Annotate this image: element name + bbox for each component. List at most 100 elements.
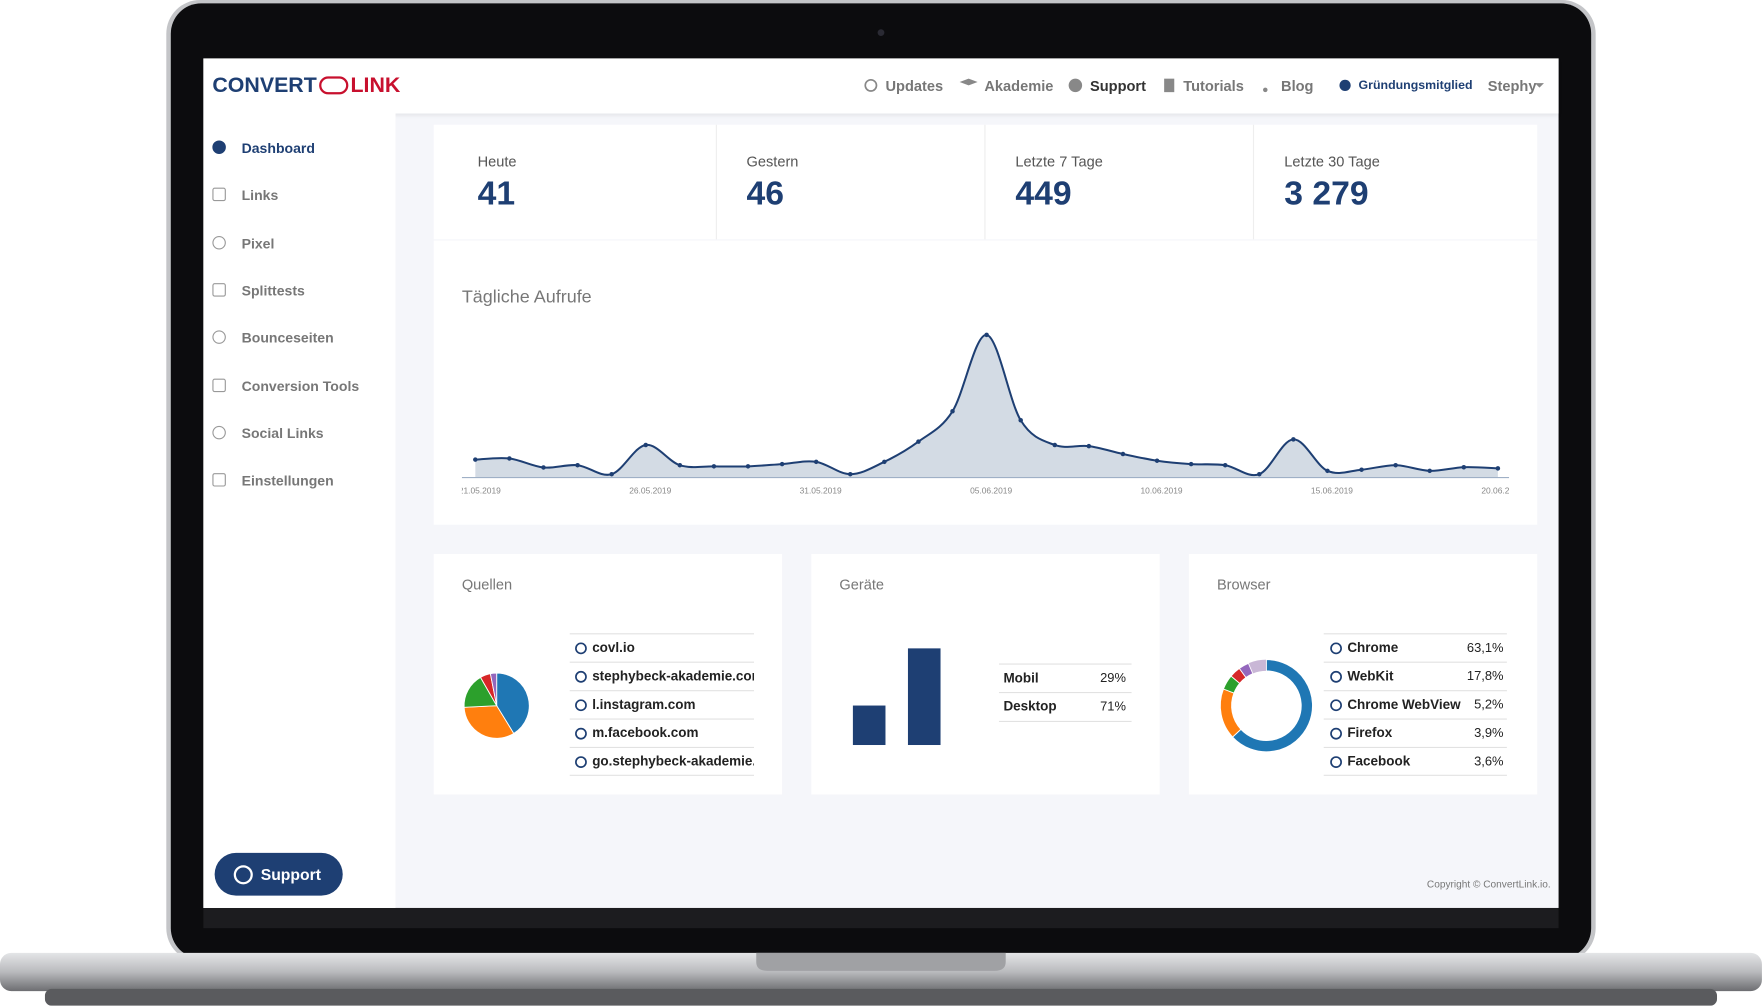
point <box>848 471 853 477</box>
point <box>950 409 955 414</box>
sidebar-item[interactable]: Einstellungen <box>241 473 334 489</box>
stats-card: Heute 41 Gestern 46 Letzte 7 Tage 449 Letzte 3… <box>433 124 1538 240</box>
point <box>813 459 819 465</box>
nav-akademie[interactable]: Akademie <box>984 77 1054 95</box>
divider <box>984 124 986 240</box>
point <box>1018 418 1023 423</box>
point <box>1257 471 1262 477</box>
nav-user[interactable]: Stephy <box>1487 77 1537 95</box>
stat-label: Letzte 30 Tage <box>1284 152 1380 170</box>
logo-icon <box>319 76 349 95</box>
x-tick-label: 05.06.2019 <box>970 485 1012 495</box>
stat-value: 3 279 <box>1284 175 1369 213</box>
donut-slice <box>1238 662 1254 679</box>
nav-tutorials[interactable]: Tutorials <box>1183 77 1244 95</box>
nav-icons <box>864 78 1544 93</box>
source-list: covl.io stephybeck-akademie.com l.instagra… <box>569 633 784 776</box>
source-name: covl.io <box>592 640 635 655</box>
nav-support[interactable]: Support <box>1089 77 1146 95</box>
point <box>1086 443 1092 449</box>
point <box>1052 442 1058 448</box>
sidebar <box>203 113 396 908</box>
logo-right: LINK <box>350 74 401 98</box>
chart-title: Tägliche Aufrufe <box>462 287 592 307</box>
stat-value: 449 <box>1015 175 1072 213</box>
point <box>1154 458 1160 463</box>
plot: 21.05.2019 26.05.2019 31.05.2019 05.06.2019… <box>461 332 1523 495</box>
source-icon <box>575 642 587 655</box>
browser-share: 17,8% <box>1467 668 1504 683</box>
point <box>779 461 785 467</box>
point <box>711 464 717 469</box>
chart-title: Quellen <box>462 577 512 593</box>
point <box>916 439 921 444</box>
point <box>745 464 751 469</box>
point <box>984 332 989 338</box>
browser-icon <box>1330 670 1342 683</box>
browser-icon <box>1330 699 1342 712</box>
sidebar-item[interactable]: Dashboard <box>241 140 315 157</box>
pie-slice <box>463 705 515 739</box>
browser-name: WebKit <box>1347 668 1394 683</box>
chart-title: Browser <box>1217 577 1271 593</box>
nav-member[interactable]: Gründungsmitglied <box>1358 78 1473 93</box>
sidebar-item[interactable]: Social Links <box>241 425 324 442</box>
chart-title: Geräte <box>839 577 884 593</box>
x-tick-label: 20.06.2019 <box>1481 485 1523 495</box>
point <box>575 462 580 468</box>
logo-left: CONVERT <box>212 74 317 98</box>
sidebar-item[interactable]: Splittests <box>241 283 305 299</box>
device-name: Mobil <box>1003 670 1038 685</box>
point <box>1325 468 1330 474</box>
sidebar-item[interactable]: Links <box>241 187 279 204</box>
sidebar-icon <box>212 187 226 202</box>
browser-name: Facebook <box>1347 754 1410 769</box>
source-icon <box>575 727 587 740</box>
stat-label: Letzte 7 Tage <box>1015 152 1103 170</box>
bar <box>907 648 941 746</box>
divider <box>1252 124 1255 240</box>
browser-share: 3,6% <box>1474 753 1504 768</box>
browser-share: 3,9% <box>1474 725 1504 740</box>
browser-icon <box>1330 756 1342 768</box>
support-button[interactable]: Support <box>214 852 343 896</box>
point <box>1427 468 1432 474</box>
source-icon <box>575 670 587 683</box>
point <box>1222 462 1228 468</box>
nav-updates[interactable]: Updates <box>885 77 944 95</box>
stat-value: 41 <box>477 175 516 213</box>
nav-blog[interactable]: Blog <box>1281 77 1314 95</box>
source-name: l.instagram.com <box>592 697 695 712</box>
sidebar-item[interactable]: Pixel <box>241 235 275 252</box>
device-share: 29% <box>1100 670 1126 685</box>
sidebar-icon <box>212 140 226 154</box>
support-label: Support <box>260 865 321 884</box>
stat-label: Gestern <box>746 152 799 170</box>
point <box>1359 467 1364 472</box>
devices-card <box>811 553 1160 795</box>
logo[interactable]: CONVERT LINK <box>212 75 400 96</box>
point <box>1291 437 1296 442</box>
source-name: go.stephybeck-akademie.com <box>592 754 784 769</box>
point <box>609 471 614 477</box>
browser-name: Firefox <box>1347 725 1392 740</box>
x-tick-label: 31.05.2019 <box>800 485 842 495</box>
point <box>473 457 478 462</box>
source-name: m.facebook.com <box>592 725 698 740</box>
point <box>1393 462 1398 468</box>
source-icon <box>575 756 587 768</box>
browser-share: 5,2% <box>1474 697 1504 712</box>
point <box>1120 451 1126 457</box>
browser-icon <box>1330 727 1342 740</box>
sidebar-item[interactable]: Conversion Tools <box>241 378 360 394</box>
x-tick-label: 15.06.2019 <box>1311 485 1353 495</box>
top-bar <box>203 58 1559 114</box>
sidebar-item[interactable]: Bounceseiten <box>241 330 334 347</box>
stat-label: Heute <box>477 152 517 170</box>
sidebar-icon <box>212 378 226 392</box>
sidebar-icon <box>212 235 226 250</box>
sidebar-icon <box>212 473 226 487</box>
point <box>677 462 683 468</box>
